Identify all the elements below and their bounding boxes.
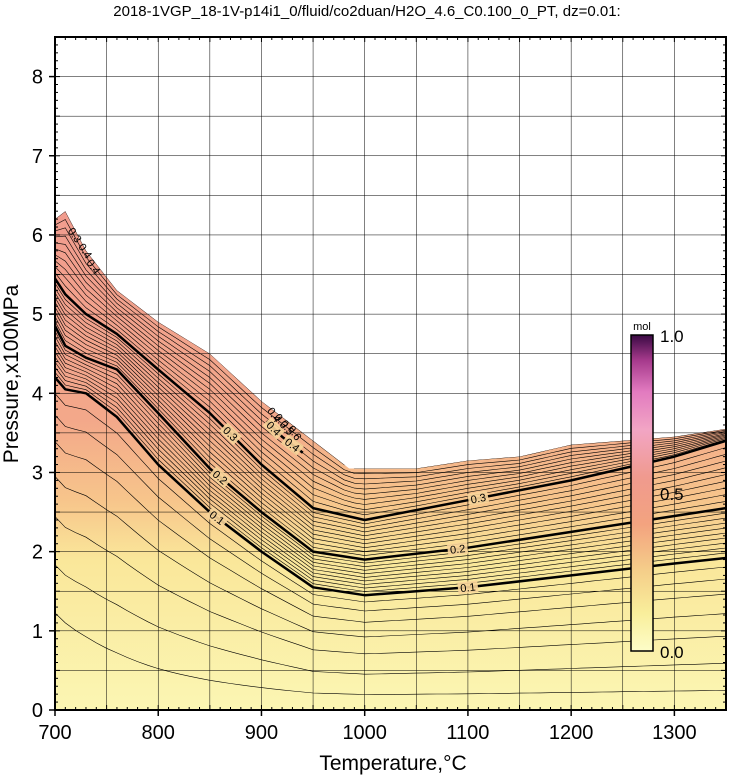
thin-contour-line bbox=[55, 361, 726, 585]
y-tick-label: 8 bbox=[32, 67, 43, 89]
contour-label-0.2: 0.2 bbox=[449, 543, 466, 557]
grid-lines bbox=[55, 37, 726, 710]
x-tick-label: 700 bbox=[38, 722, 71, 744]
x-tick-label: 800 bbox=[142, 722, 175, 744]
y-tick-label: 4 bbox=[32, 383, 43, 405]
x-tick-label: 1200 bbox=[549, 722, 594, 744]
thin-contour-line bbox=[55, 612, 726, 695]
thin-contour-line bbox=[55, 346, 726, 575]
thin-contour-line bbox=[55, 367, 726, 589]
stable-field-fill bbox=[55, 211, 726, 710]
thin-contour-line bbox=[55, 341, 726, 571]
thin-contour-line bbox=[55, 393, 726, 603]
y-tick-label: 6 bbox=[32, 225, 43, 247]
y-tick-label: 3 bbox=[32, 462, 43, 484]
y-tick-label: 5 bbox=[32, 304, 43, 326]
thin-contour-line bbox=[55, 292, 726, 533]
y-tick-label: 2 bbox=[32, 542, 43, 564]
contour-labels: 0.10.10.20.20.30.30.40.40.30.40.40.40.30… bbox=[65, 226, 490, 595]
thin-contour-line bbox=[55, 297, 726, 537]
y-tick-label: 0 bbox=[32, 700, 43, 722]
thin-contour-line bbox=[55, 287, 726, 529]
thin-contour-line bbox=[55, 260, 726, 505]
thin-contour-line bbox=[55, 254, 726, 500]
colorbar-unit: mol bbox=[633, 321, 651, 333]
plot-frame bbox=[54, 36, 727, 711]
frame-ticks bbox=[54, 36, 727, 711]
thin-contour-line bbox=[55, 227, 726, 480]
thin-contour-line bbox=[55, 219, 726, 475]
x-tick-label: 1000 bbox=[342, 722, 387, 744]
x-tick-label: 1300 bbox=[652, 722, 697, 744]
thin-contour-line bbox=[55, 516, 726, 655]
colorbar-mid-label: 0.5 bbox=[660, 485, 684, 504]
contour-line-0.1 bbox=[55, 376, 726, 597]
y-axis-label: Pressure,x100MPa bbox=[0, 284, 23, 463]
thin-contour-line bbox=[55, 321, 726, 556]
thin-contour-line bbox=[55, 316, 726, 552]
x-tick-label: 900 bbox=[245, 722, 278, 744]
colorbar-min-label: 0.0 bbox=[660, 643, 684, 662]
contour-line-0.3 bbox=[55, 277, 726, 522]
contour-line-0.2 bbox=[55, 325, 726, 561]
thin-contour-line bbox=[55, 441, 726, 623]
thin-contour-line bbox=[55, 306, 726, 545]
y-axis-ticks: 0 1 2 3 4 5 6 7 8 bbox=[32, 67, 55, 722]
labeled-contour-lines bbox=[55, 277, 726, 597]
thin-contour-line bbox=[55, 372, 726, 592]
thin-contour-lines bbox=[55, 211, 726, 695]
thin-contour-line bbox=[55, 330, 726, 564]
thin-contour-line bbox=[55, 476, 726, 638]
thin-contour-line bbox=[55, 336, 726, 568]
thin-contour-line bbox=[55, 248, 726, 495]
thin-contour-line bbox=[55, 283, 726, 525]
thin-contour-line bbox=[55, 311, 726, 549]
contour-label-0.3: 0.3 bbox=[470, 492, 487, 507]
y-tick-label: 1 bbox=[32, 621, 43, 643]
thin-contour-line bbox=[55, 242, 726, 490]
thin-contour-line bbox=[55, 266, 726, 511]
thin-contour-line bbox=[55, 235, 726, 485]
x-tick-label: 1100 bbox=[446, 722, 489, 744]
x-axis-label: Temperature,°C bbox=[319, 752, 466, 775]
x-axis-ticks: 700 800 900 1000 1100 1200 1300 bbox=[38, 710, 697, 744]
thin-contour-line bbox=[55, 351, 726, 578]
colorbar-max-label: 1.0 bbox=[660, 327, 684, 346]
thin-contour-line bbox=[55, 414, 726, 612]
thin-contour-line bbox=[55, 272, 726, 516]
thin-contour-line bbox=[55, 302, 726, 541]
contour-label-0.1: 0.1 bbox=[460, 581, 477, 595]
thin-contour-line bbox=[55, 356, 726, 582]
chart-title: 2018-1VGP_18-1V-p14i1_0/fluid/co2duan/H2… bbox=[113, 3, 620, 20]
thin-contour-line bbox=[55, 564, 726, 675]
colorbar-ramp bbox=[630, 334, 654, 652]
colorbar: mol 1.0 0.5 0.0 bbox=[630, 321, 684, 662]
y-tick-label: 7 bbox=[32, 146, 43, 168]
